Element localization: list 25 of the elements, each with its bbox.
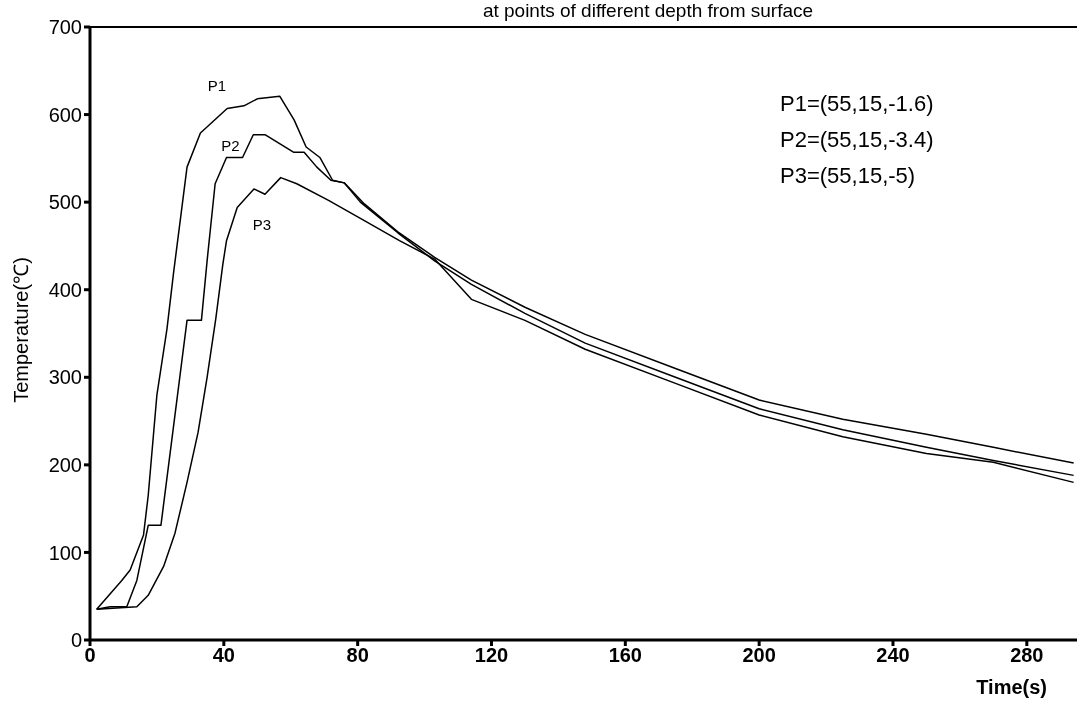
x-tick-label: 120 (474, 644, 509, 667)
y-tick-label: 300 (48, 366, 82, 389)
annotation: P1=(55,15,-1.6) (780, 90, 934, 118)
y-tick-label: 600 (48, 103, 82, 126)
x-tick-label: 240 (876, 644, 910, 667)
x-tick-label: 200 (742, 644, 776, 667)
y-tick-label: 100 (48, 541, 82, 564)
annotation: P2=(55,15,-3.4) (780, 126, 934, 154)
x-tick-label: 0 (84, 644, 96, 667)
x-axis-title: Time(s) (976, 676, 1047, 699)
series-label: P3 (252, 215, 272, 233)
series-label: P2 (221, 136, 240, 154)
chart-title: at points of different depth from surface (481, 0, 815, 22)
x-tick-label: 80 (346, 644, 369, 667)
x-tick-label: 40 (212, 644, 235, 667)
x-tick-label: 160 (608, 644, 643, 667)
y-tick-label: 700 (48, 16, 82, 39)
y-tick-label: 500 (48, 191, 82, 214)
series-label: P1 (207, 77, 227, 95)
x-tick-label: 280 (1010, 644, 1044, 667)
y-axis-title: Temperature(℃) (8, 257, 33, 403)
y-tick-label: 400 (48, 278, 82, 301)
y-tick-label: 0 (70, 629, 82, 652)
annotation: P3=(55,15,-5) (780, 162, 917, 190)
y-tick-label: 200 (48, 453, 82, 476)
